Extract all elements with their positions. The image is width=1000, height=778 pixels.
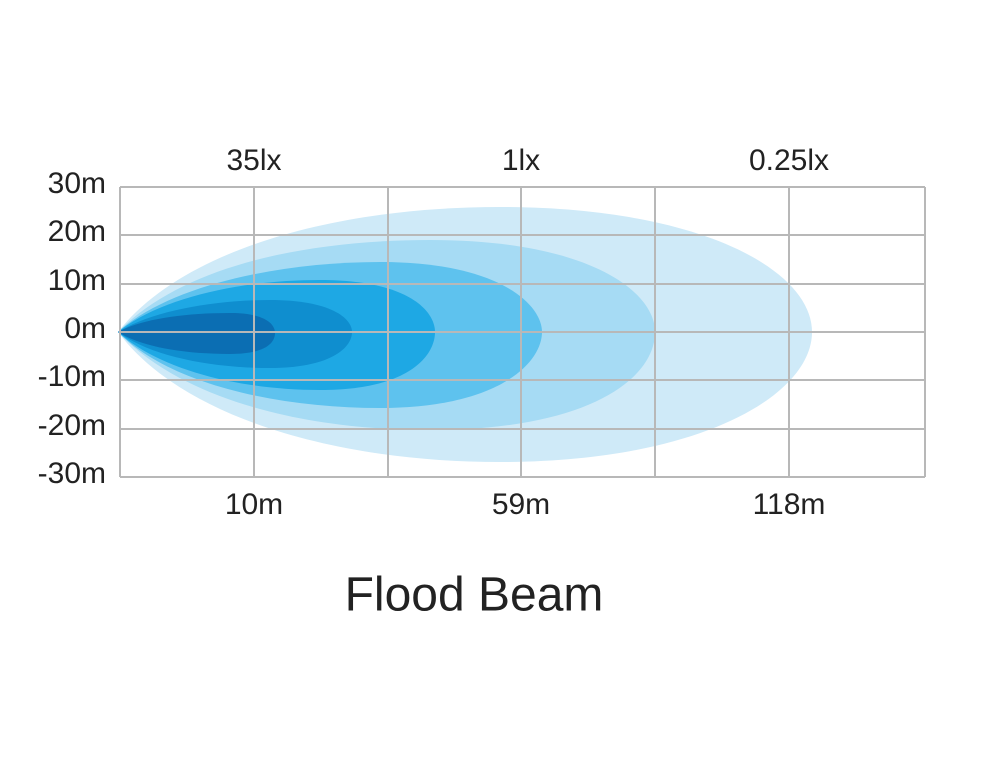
y-label: 30m xyxy=(48,167,106,200)
beam-zone xyxy=(118,313,275,354)
y-label: -30m xyxy=(38,457,106,490)
x-label: 118m xyxy=(753,488,826,521)
lux-label: 0.25lx xyxy=(749,144,829,177)
x-label: 10m xyxy=(225,488,283,521)
y-label: -20m xyxy=(38,409,106,442)
y-label: 10m xyxy=(48,264,106,297)
lux-label: 1lx xyxy=(502,144,540,177)
y-label: 0m xyxy=(64,312,106,345)
lux-label: 35lx xyxy=(226,144,281,177)
y-label: 20m xyxy=(48,215,106,248)
grid xyxy=(119,186,926,478)
y-label: -10m xyxy=(38,360,106,393)
title: Flood Beam xyxy=(345,569,604,622)
x-label: 59m xyxy=(492,488,550,521)
